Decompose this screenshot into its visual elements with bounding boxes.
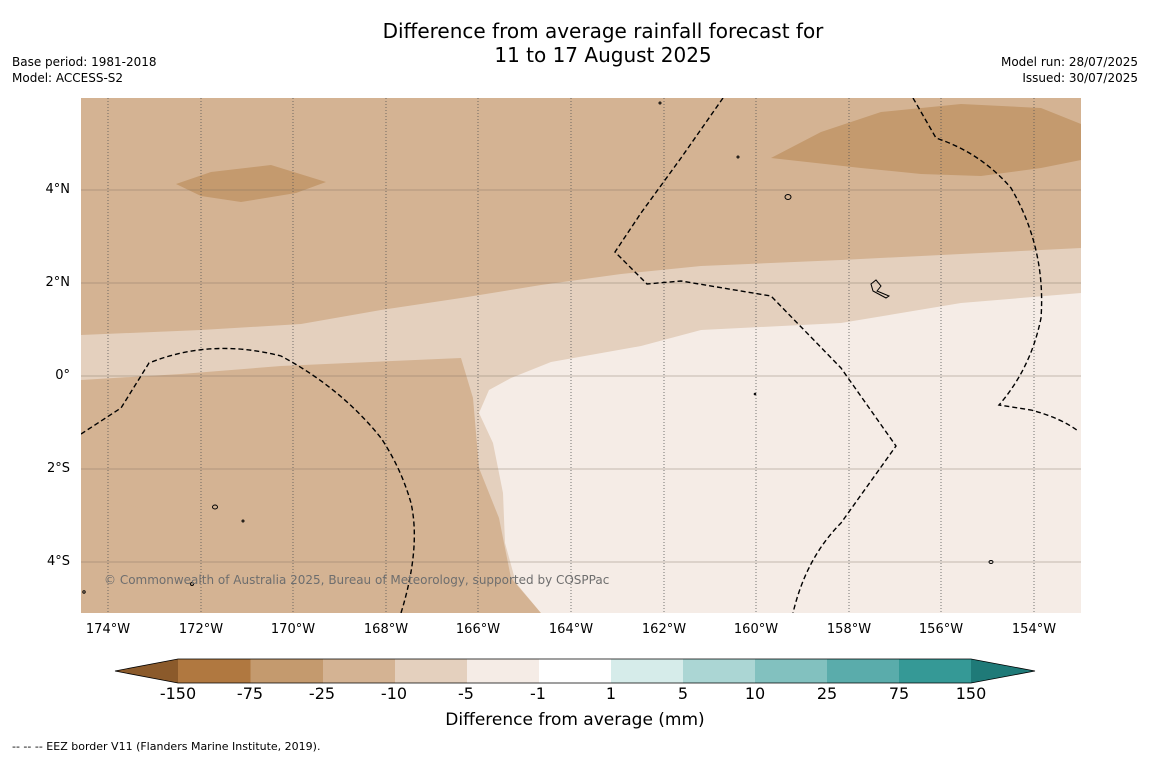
colorbar-swatch-10: [827, 659, 899, 683]
islands: [82, 101, 994, 594]
colorbar-outline: [114, 658, 1036, 684]
lon-label-168w: 168°W: [363, 622, 409, 637]
chart-title: Difference from average rainfall forecas…: [300, 19, 906, 67]
lon-label-160w: 160°W: [733, 622, 779, 637]
colorbar-tick: 1: [605, 684, 617, 703]
colorbar-swatch-3: [323, 659, 395, 683]
meta-right: Model run: 28/07/2025 Issued: 30/07/2025: [1001, 54, 1138, 86]
colorbar-extend-high: [971, 659, 1035, 683]
colorbar-swatch-5: [467, 659, 539, 683]
colorbar-tick: 25: [816, 684, 838, 703]
field-blob-ne: [771, 104, 1081, 176]
lon-label-156w: 156°W: [918, 622, 964, 637]
lon-label-158w: 158°W: [826, 622, 872, 637]
base-period-label: Base period: 1981-2018: [12, 55, 157, 69]
colorbar-tick: -25: [308, 684, 336, 703]
lon-label-154w: 154°W: [1011, 622, 1057, 637]
colorbar-tick: 75: [888, 684, 910, 703]
island-8: [736, 155, 740, 159]
colorbar-extend-low: [115, 659, 178, 683]
lat-label-4s: 4°S: [46, 554, 70, 569]
colorbar-tick: -150: [159, 684, 197, 703]
eez-border-central: [614, 98, 897, 613]
colorbar-tick: -10: [380, 684, 408, 703]
lat-label-0: 0°: [55, 368, 70, 383]
colorbar-swatch-2: [250, 659, 323, 683]
island-5: [190, 582, 194, 586]
eez-borders: [81, 98, 1079, 613]
eez-footnote: -- -- -- EEZ border V11 (Flanders Marine…: [12, 740, 321, 753]
lat-label-2n: 2°N: [45, 275, 71, 290]
eez-border-east: [912, 98, 1079, 432]
colorbar-swatch-8: [683, 659, 755, 683]
island-4: [241, 519, 245, 523]
colorbar-swatch-7: [611, 659, 683, 683]
colorbar-swatch-1: [178, 659, 251, 683]
island-2: [870, 279, 891, 299]
lon-label-162w: 162°W: [641, 622, 687, 637]
colorbar-tick: -75: [236, 684, 264, 703]
field-blob-nw: [176, 165, 326, 202]
lat-label-4n: 4°N: [45, 182, 71, 197]
eez-border-west: [81, 347, 416, 613]
colorbar-swatch-11: [899, 659, 971, 683]
map-canvas: [81, 98, 1081, 613]
colorbar-tick: 10: [744, 684, 766, 703]
colorbar-tick: -1: [530, 684, 546, 703]
colorbar-swatch-9: [755, 659, 827, 683]
lon-label-174w: 174°W: [85, 622, 131, 637]
lon-label-172w: 172°W: [178, 622, 224, 637]
model-run-label: Model run: 28/07/2025: [1000, 55, 1138, 69]
title-line-1: Difference from average rainfall forecas…: [382, 19, 824, 43]
lon-label-164w: 164°W: [548, 622, 594, 637]
colorbar: [114, 658, 1036, 684]
colorbar-swatch-4: [395, 659, 467, 683]
island-7: [658, 101, 662, 105]
colorbar-title: Difference from average (mm): [445, 710, 705, 730]
model-label: Model: ACCESS-S2: [12, 71, 124, 85]
island-1: [784, 194, 792, 200]
title-line-2: 11 to 17 August 2025: [494, 43, 712, 67]
copyright-notice: © Commonwealth of Australia 2025, Bureau…: [104, 573, 610, 587]
lat-grid: [81, 189, 1081, 563]
issued-label: Issued: 30/07/2025: [1022, 71, 1138, 85]
colorbar-tick: 150: [955, 684, 987, 703]
rainfall-map: [81, 98, 1081, 613]
field-lobe-sw: [81, 493, 236, 613]
colorbar-tick: 5: [677, 684, 689, 703]
meta-left: Base period: 1981-2018 Model: ACCESS-S2: [12, 54, 157, 86]
lon-label-166w: 166°W: [455, 622, 501, 637]
lon-label-170w: 170°W: [270, 622, 316, 637]
lon-grid: [107, 98, 1035, 613]
island-10: [988, 560, 994, 564]
island-9: [753, 392, 757, 396]
field-band-5-1: [479, 293, 1081, 613]
lat-label-2s: 2°S: [46, 461, 70, 476]
island-3: [212, 504, 218, 510]
colorbar-swatch-6: [539, 659, 611, 683]
colorbar-tick: -5: [458, 684, 474, 703]
island-6: [82, 590, 86, 594]
